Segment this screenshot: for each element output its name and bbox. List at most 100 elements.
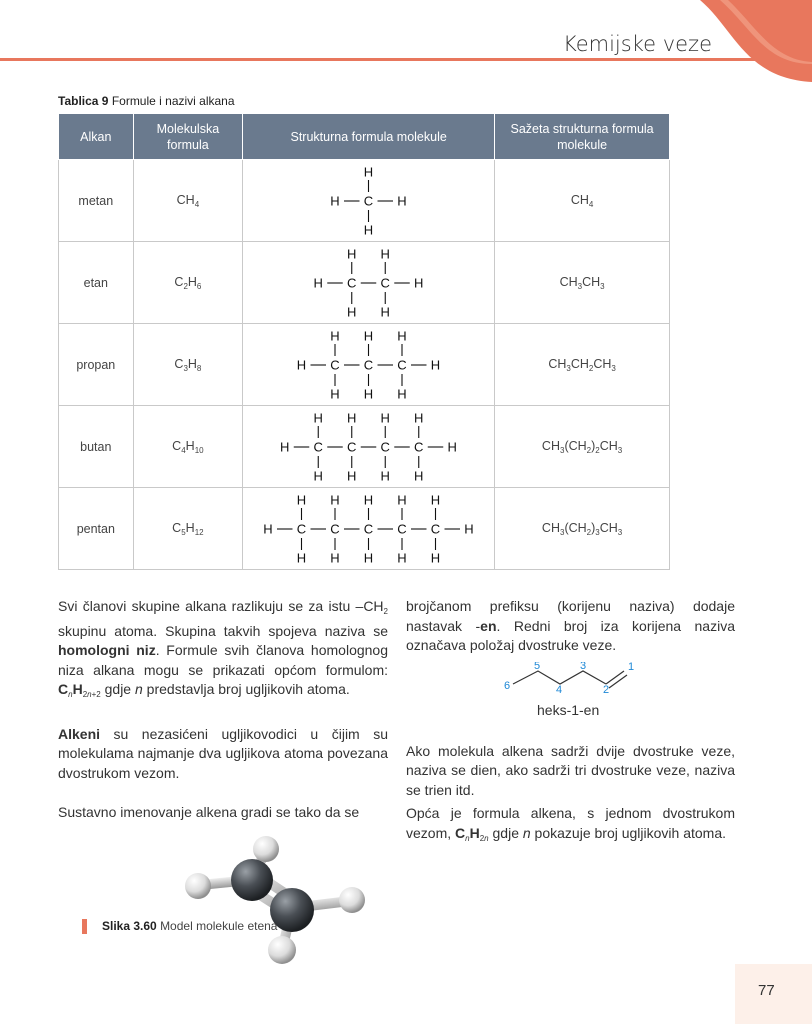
hydrogen-atom: H: [330, 550, 339, 565]
table-header-row: Alkan Molekulska formula Strukturna form…: [58, 114, 670, 160]
carbon-atom: C: [364, 357, 373, 372]
carbon-position-number: 1: [628, 662, 634, 673]
table-caption: Tablica 9 Formule i nazivi alkana: [58, 94, 235, 108]
figure-caption-text: Model molekule etena: [160, 919, 278, 933]
carbon-atom: C: [397, 521, 406, 536]
page-number-box: [735, 964, 812, 1024]
hydrogen-atom: H: [414, 275, 423, 290]
hydrogen-atom: H: [414, 468, 423, 483]
hexene-label: heks-1-en: [537, 702, 600, 718]
table-caption-number: Tablica 9: [58, 94, 109, 108]
hydrogen-atom: H: [263, 521, 272, 536]
hydrogen-atom: H: [381, 246, 390, 261]
hydrogen-atom: H: [297, 357, 306, 372]
paragraph-general-formula: Opća je formula alkena, s jednom dvostru…: [406, 805, 735, 843]
alkane-name: propan: [58, 323, 134, 406]
molecular-formula: CH4: [132, 159, 244, 242]
carbon-atom: C: [330, 357, 339, 372]
hydrogen-atom: H: [431, 492, 440, 507]
header-rule: [0, 58, 760, 61]
alkane-name: pentan: [58, 487, 134, 570]
carbon-atom: C: [347, 439, 356, 454]
carbon-atom: C: [364, 193, 373, 208]
alkane-name: metan: [58, 159, 134, 242]
hexene-skeletal-diagram: 6 5 4 3 2 1: [504, 662, 634, 696]
hydrogen-atom: H: [297, 550, 306, 565]
hydrogen-atom: H: [414, 410, 423, 425]
hydrogen-atom: H: [448, 439, 457, 454]
hydrogen-atom: H: [314, 468, 323, 483]
chapter-title: Kemijske veze: [562, 32, 712, 56]
header-alkan: Alkan: [58, 114, 134, 160]
hydrogen-atom: H: [397, 328, 406, 343]
molecular-formula: C3H8: [132, 323, 244, 406]
table-row: etan C2H6 H H C H H C H H CH3CH3: [58, 241, 670, 324]
hydrogen-atom: H: [397, 550, 406, 565]
carbon-atom: C: [347, 275, 356, 290]
table-row: metan CH4 H H C H H CH4: [58, 159, 670, 242]
header-condensed-formula: Sažeta strukturna formula molekule: [494, 114, 670, 160]
condensed-formula: CH3CH2CH3: [494, 323, 670, 406]
hydrogen-atom: H: [330, 193, 339, 208]
carbon-atom: C: [381, 439, 390, 454]
hydrogen-atom: H: [347, 304, 356, 319]
molecular-formula: C4H10: [132, 405, 244, 488]
figure-caption-number: Slika 3.60: [102, 919, 157, 933]
hydrogen-atom: H: [347, 468, 356, 483]
table-row: pentan C5H12 H H C H H C H H C H H C H H C H H CH3(CH2)3CH3: [58, 487, 670, 570]
condensed-formula: CH3CH3: [494, 241, 670, 324]
carbon-atom: C: [364, 521, 373, 536]
molecular-formula: C2H6: [132, 241, 244, 324]
hydrogen-atom: H: [431, 550, 440, 565]
corner-decoration: [700, 0, 812, 82]
hydrogen-atom: H: [314, 275, 323, 290]
hydrogen-atom: H: [381, 304, 390, 319]
hydrogen-atom: H: [330, 328, 339, 343]
table-row: propan C3H8 H H C H H C H H C H H CH3CH2CH3: [58, 323, 670, 406]
carbon-position-number: 2: [603, 684, 609, 696]
hydrogen-atom: H: [431, 357, 440, 372]
hydrogen-atom: H: [297, 492, 306, 507]
hydrogen-atom: H: [364, 492, 373, 507]
paragraph-naming-start: Sustavno imenovanje alkena gradi se tako…: [58, 804, 360, 820]
carbon-position-number: 5: [534, 662, 540, 672]
carbon-atom: C: [330, 521, 339, 536]
hydrogen-atom: H: [397, 193, 406, 208]
hydrogen-atom: H: [280, 439, 289, 454]
hydrogen-atom: H: [397, 386, 406, 401]
carbon-atom: C: [397, 357, 406, 372]
header-molecular-formula: Molekulska formula: [132, 114, 244, 160]
page-number: 77: [758, 982, 775, 999]
hydrogen-atom: H: [464, 521, 473, 536]
condensed-formula: CH3(CH2)3CH3: [494, 487, 670, 570]
hydrogen-atom: H: [364, 164, 373, 179]
figure-caption: Slika 3.60 Model molekule etena: [82, 919, 277, 934]
paragraph-dienes: Ako molekula alkena sadrži dvije dvostru…: [406, 742, 735, 798]
hydrogen-atom: H: [397, 492, 406, 507]
alkane-name: butan: [58, 405, 134, 488]
table-row: butan C4H10 H H C H H C H H C H H C H H CH3(CH2)2CH3: [58, 405, 670, 488]
alkane-table: Alkan Molekulska formula Strukturna form…: [58, 114, 670, 570]
ethene-model-image: [185, 836, 365, 964]
condensed-formula: CH4: [494, 159, 670, 242]
hydrogen-atom: H: [381, 468, 390, 483]
carbon-atom: C: [381, 275, 390, 290]
carbon-atom: C: [431, 521, 440, 536]
carbon-position-number: 4: [556, 684, 562, 696]
paragraph-homologous: Svi članovi skupine alkana razlikuju se …: [58, 598, 388, 699]
hydrogen-atom: H: [347, 410, 356, 425]
hydrogen-atom: H: [314, 410, 323, 425]
hydrogen-atom: H: [364, 222, 373, 237]
condensed-formula: CH3(CH2)2CH3: [494, 405, 670, 488]
hydrogen-atom: H: [364, 550, 373, 565]
carbon-position-number: 6: [504, 680, 510, 692]
carbon-position-number: 3: [580, 662, 586, 672]
